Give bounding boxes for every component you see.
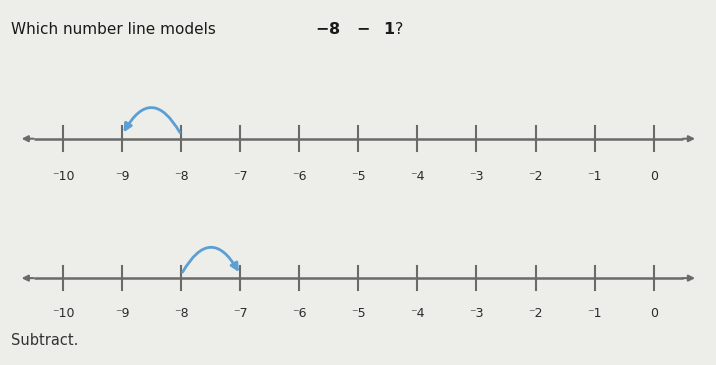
Text: ⁻7: ⁻7 [233,170,248,183]
Text: ⁻7: ⁻7 [233,307,248,320]
Text: ⁻2: ⁻2 [528,307,543,320]
Text: ⁻10: ⁻10 [52,170,74,183]
Text: $\mathbf{-8}$: $\mathbf{-8}$ [315,22,341,38]
FancyArrowPatch shape [183,247,237,272]
Text: ⁻8: ⁻8 [174,170,188,183]
Text: ⁻3: ⁻3 [469,307,484,320]
Text: Which number line models: Which number line models [11,22,221,37]
FancyArrowPatch shape [125,108,180,132]
Text: $\mathbf{-}$: $\mathbf{-}$ [351,22,372,37]
Text: ⁻4: ⁻4 [410,170,425,183]
Text: 0: 0 [649,170,657,183]
Text: Subtract.: Subtract. [11,333,78,348]
Text: ⁻3: ⁻3 [469,170,484,183]
Text: ⁻9: ⁻9 [115,170,130,183]
Text: ⁻8: ⁻8 [174,307,188,320]
Text: ⁻4: ⁻4 [410,307,425,320]
Text: ⁻2: ⁻2 [528,170,543,183]
Text: ⁻9: ⁻9 [115,307,130,320]
Text: ⁻10: ⁻10 [52,307,74,320]
Text: 0: 0 [649,307,657,320]
Text: ⁻1: ⁻1 [587,307,602,320]
Text: ⁻1: ⁻1 [587,170,602,183]
Text: ⁻5: ⁻5 [351,307,366,320]
Text: $\mathbf{1}$?: $\mathbf{1}$? [383,22,403,38]
Text: ⁻5: ⁻5 [351,170,366,183]
Text: ⁻6: ⁻6 [292,170,306,183]
Text: ⁻6: ⁻6 [292,307,306,320]
